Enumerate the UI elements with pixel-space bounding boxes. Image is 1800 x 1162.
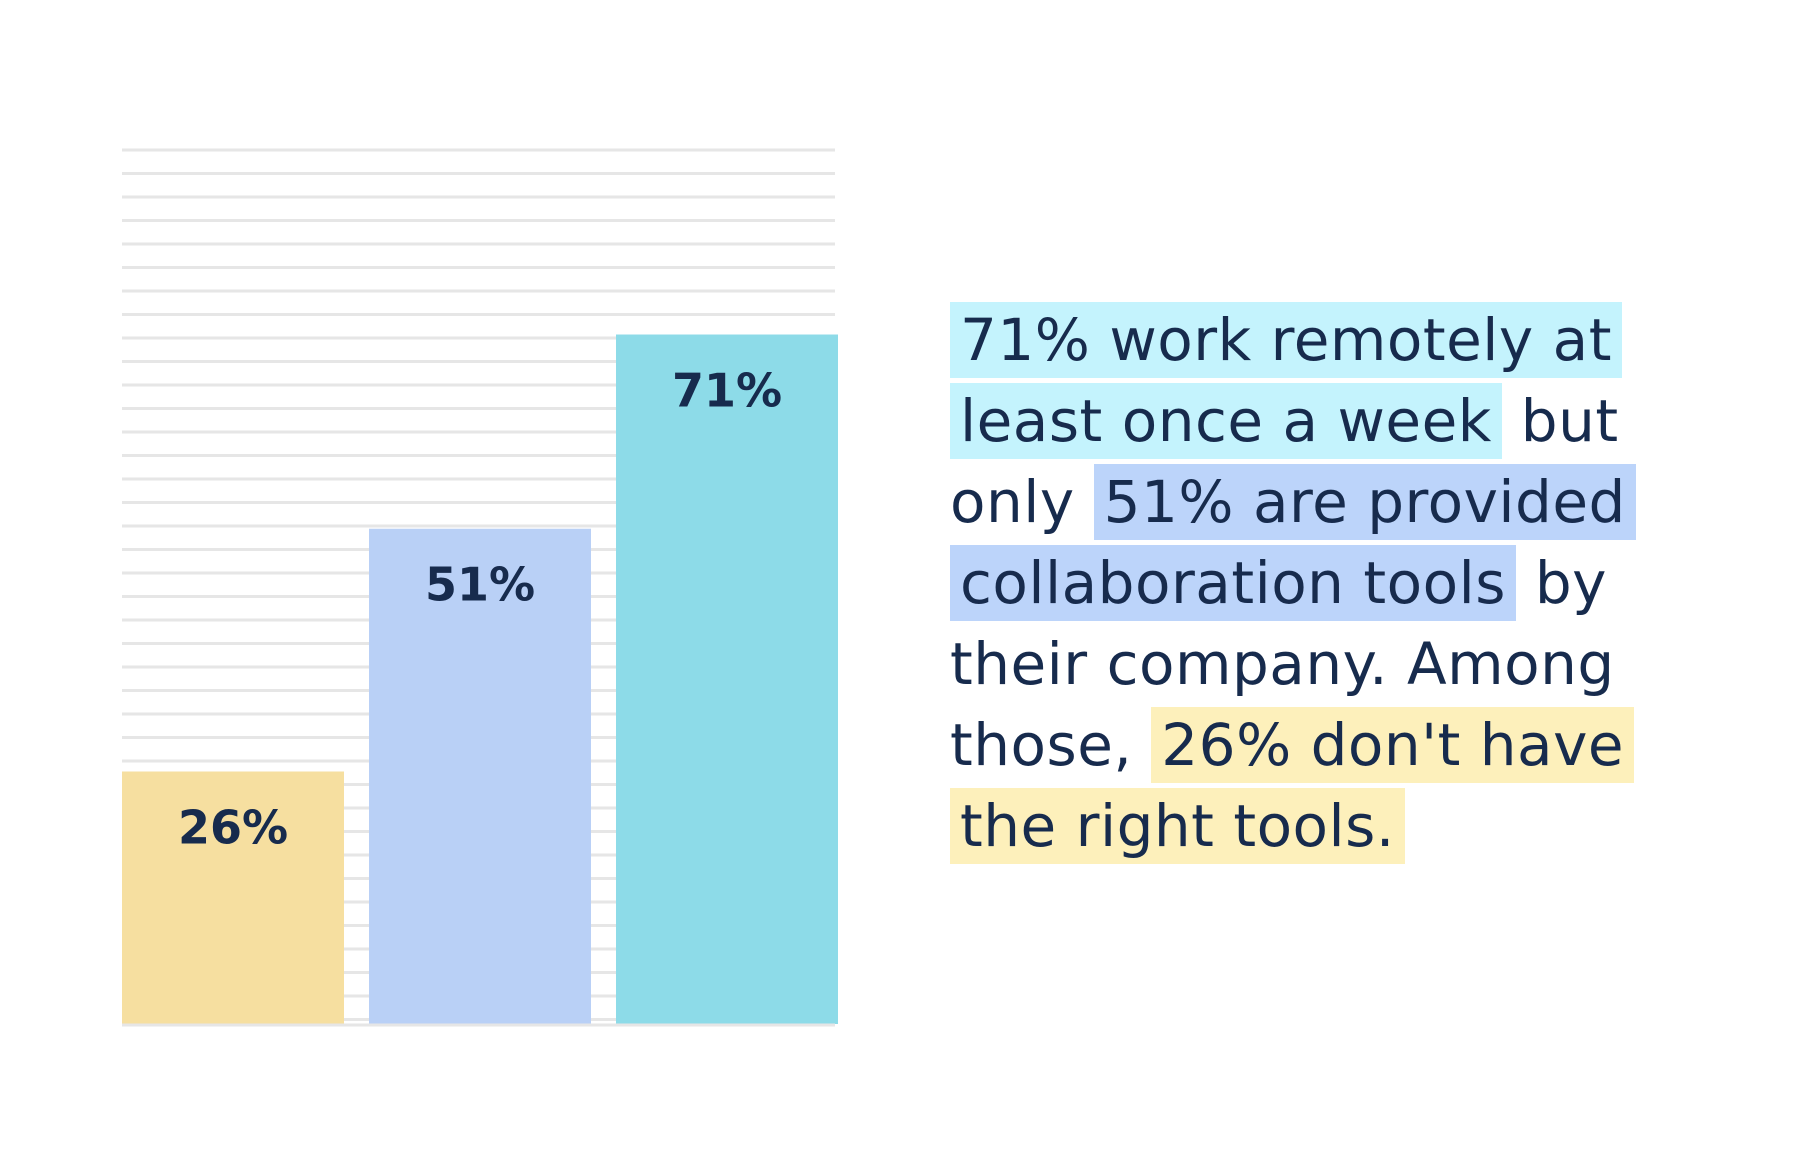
bar-71-percent: [616, 334, 838, 1024]
bar-26-percent: [122, 771, 344, 1024]
bar-value-label: 26%: [178, 801, 288, 855]
caption-text: 71% work remotely at least once a week b…: [950, 300, 1670, 867]
bar-labels: 26% 51% 71%: [178, 364, 782, 855]
caption-part-2: but only: [950, 387, 1619, 536]
bar-chart: 26% 51% 71%: [122, 148, 838, 1027]
bar-value-label: 51%: [425, 558, 535, 612]
bar-51-percent: [369, 528, 591, 1024]
caption-part-4: by their company. Among those,: [950, 549, 1615, 779]
bars: [122, 334, 838, 1027]
bar-value-label: 71%: [672, 364, 782, 418]
